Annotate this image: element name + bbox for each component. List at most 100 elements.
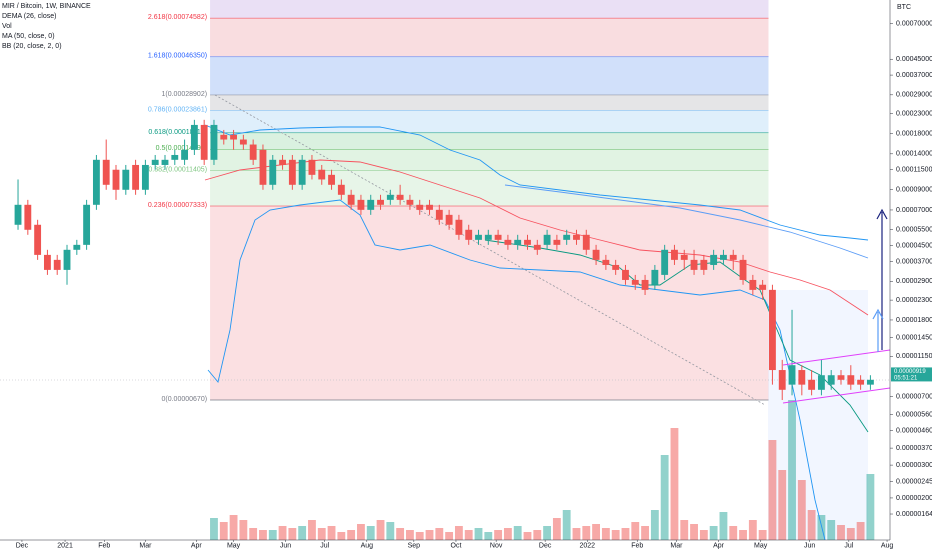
ticks: 0.00070000 0.00045000 0.00037000 0.00029000… [16,20,932,549]
candle-body [377,199,384,205]
volume-bar [856,522,865,540]
indicator-label: DEMA (26, close) [2,13,56,20]
y-tick-label: 0.00004500 [896,243,932,250]
x-tick-label: Mar [670,542,683,549]
candle-body [102,159,110,185]
y-tick-label: 0.00002300 [896,297,932,304]
candle-body [729,254,737,260]
y-tick-label: 0.00000164 [896,511,932,518]
axis-unit: BTC [897,4,911,11]
triangle-upper [782,349,891,366]
y-tick-label: 0.00001150 [896,353,932,360]
candle-body [337,184,345,195]
x-tick-label: Oct [451,542,462,549]
x-tick-label: Feb [631,542,643,549]
time-axis [0,540,890,550]
volume-bar [827,520,836,540]
candle-body [220,134,228,140]
volume-bar [699,530,708,540]
candle-body [475,234,482,240]
y-tick-label: 0.00023000 [896,110,932,117]
volume-bar [650,510,659,540]
volume-bar [484,532,493,540]
x-tick-label: Apr [713,542,725,549]
candle-body [318,169,326,180]
volume-bar [229,515,238,540]
candle-body [788,365,796,385]
x-tick-label: Aug [361,542,374,549]
candle-body [543,234,551,245]
candle-body [661,249,669,275]
y-tick-label: 0.00002900 [896,278,932,285]
candle-body [396,194,404,200]
volume-bar [729,526,738,540]
volume-bar [494,530,503,540]
x-tick-label: Aug [881,542,894,549]
volume-bar [758,530,767,540]
fib-band [210,95,769,111]
volume-bar [347,530,356,540]
candle-body [367,199,375,210]
candle-body [651,269,659,285]
x-tick-label: 2022 [579,542,595,549]
candle-body [524,239,531,245]
y-tick-label: 0.00000560 [896,411,932,418]
candle-body [171,154,179,160]
volume-bar [278,526,287,540]
candle-body [602,259,610,265]
candle-body [817,375,825,390]
x-tick-label: 2021 [57,542,73,549]
candle-body [14,204,22,225]
candle-body [455,219,463,235]
x-tick-label: Dec [539,542,552,549]
fib-band [210,56,769,96]
volume-bar [513,526,522,540]
candle-body [720,254,727,260]
volume-bar [464,530,473,540]
trend-line [214,94,766,406]
candle-body [866,379,874,385]
candle-body [406,199,414,205]
candle-body [308,159,316,175]
y-tick-label: 0.00037000 [896,72,932,79]
fib-band [210,132,769,150]
fib-label: 1(0.00028902) [162,91,208,98]
candle-body [445,214,453,225]
candle-body [533,244,541,250]
candle-body [200,124,208,160]
x-tick-label: Apr [191,542,203,549]
candle-body [465,229,473,240]
indicator-label: BB (20, close, 2, 0) [2,43,62,50]
candle-body [847,375,855,385]
candle-body [808,379,816,390]
volume-bar [631,522,640,540]
fib-band [210,110,769,133]
volume-bar [210,518,218,540]
y-tick-label: 0.00000460 [896,427,932,434]
volume-bar [709,526,718,540]
candle-body [132,164,140,190]
candle-body [73,244,81,250]
x-tick-label: Jul [320,542,329,549]
volume-bar [435,528,444,540]
candle-body [239,139,247,145]
candle-body [259,149,267,185]
candle-body [504,239,512,245]
candle-body [122,169,130,190]
candle-body [837,375,845,380]
triangle-lower [782,387,891,404]
fib-band [210,0,769,19]
fib-label: 0.786(0.00023861) [148,106,207,113]
y-tick-label: 0.00000370 [896,445,932,452]
volume-bar [503,528,512,540]
y-tick-label: 0.00000245 [896,478,932,485]
candle-body [484,234,492,240]
volume-bar [376,520,385,540]
volume-bar [327,526,336,540]
candle-body [141,164,149,190]
candle-body [739,259,747,280]
candle-body [426,204,433,210]
fib-label: 2.618(0.00074582) [148,14,207,21]
y-tick-label: 0.00001800 [896,317,932,324]
